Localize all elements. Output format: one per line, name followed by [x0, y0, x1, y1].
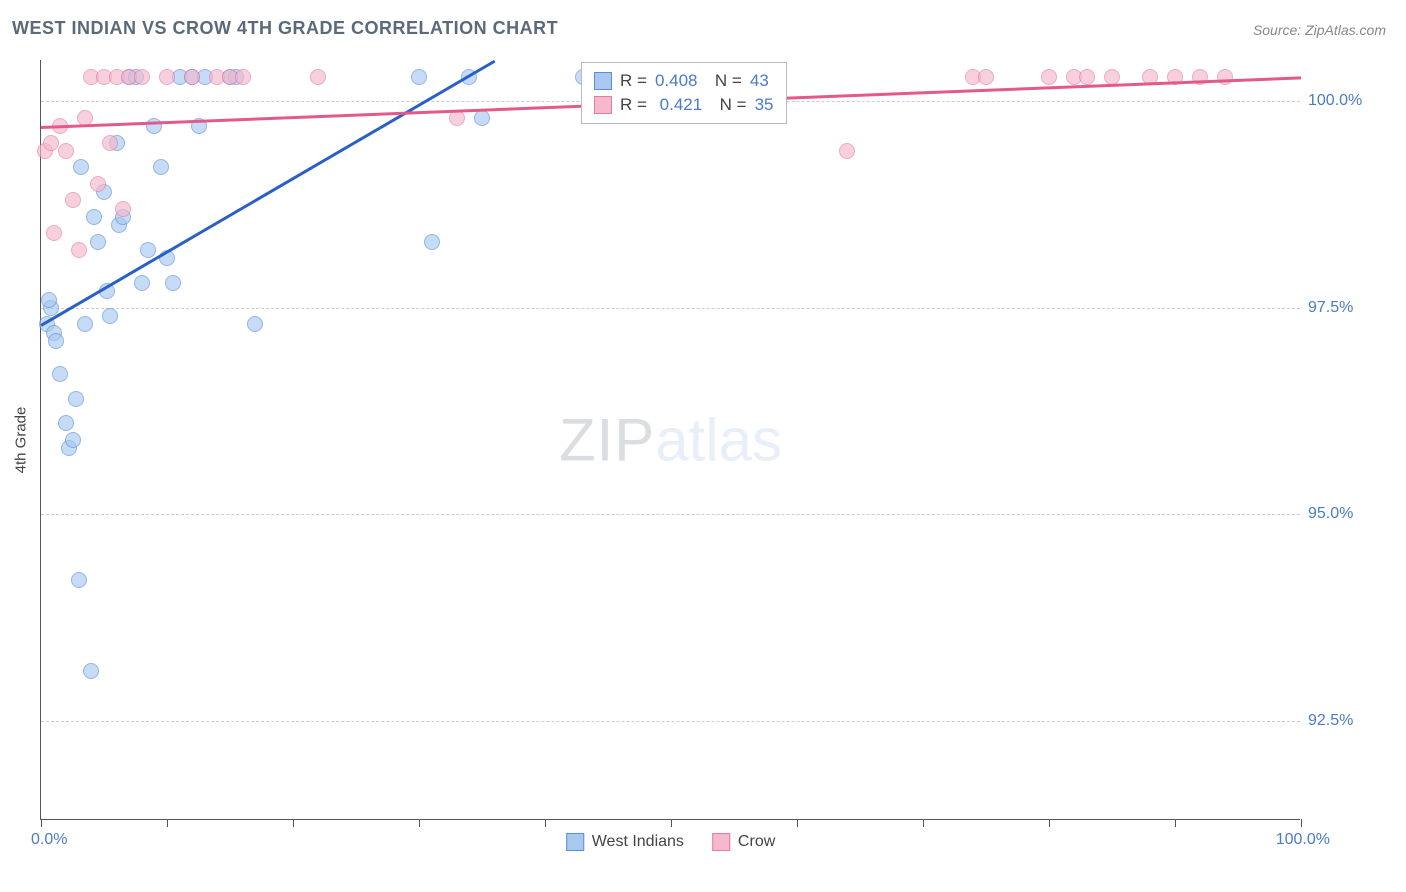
scatter-point [73, 159, 89, 175]
correlation-legend: R = 0.408 N = 43 R = 0.421 N = 35 [581, 62, 787, 124]
scatter-point [839, 143, 855, 159]
legend-row-west-indians: R = 0.408 N = 43 [594, 69, 774, 93]
x-tick [419, 819, 420, 827]
x-tick [671, 819, 672, 827]
n-value-0: 43 [750, 71, 769, 91]
n-label: N = [710, 95, 746, 115]
scatter-point [978, 69, 994, 85]
plot-area: 4th Grade ZIPatlas R = 0.408 N = 43 R = … [40, 60, 1300, 820]
grid-line [41, 721, 1300, 722]
scatter-point [65, 192, 81, 208]
scatter-point [52, 366, 68, 382]
x-tick [1049, 819, 1050, 827]
scatter-point [86, 209, 102, 225]
legend-item-crow: Crow [712, 833, 775, 851]
scatter-point [411, 69, 427, 85]
y-tick-label: 97.5% [1308, 299, 1398, 317]
scatter-point [68, 391, 84, 407]
scatter-point [310, 69, 326, 85]
n-value-1: 35 [755, 95, 774, 115]
y-axis-label: 4th Grade [13, 406, 30, 473]
swatch-icon [566, 833, 584, 851]
y-tick-label: 92.5% [1308, 712, 1398, 730]
swatch-west-indians [594, 72, 612, 90]
scatter-point [102, 135, 118, 151]
r-label: R = [620, 95, 647, 115]
scatter-point [153, 159, 169, 175]
scatter-point [102, 308, 118, 324]
scatter-point [46, 225, 62, 241]
scatter-point [71, 572, 87, 588]
grid-line [41, 308, 1300, 309]
legend-item-west-indians: West Indians [566, 833, 684, 851]
scatter-point [71, 242, 87, 258]
scatter-point [140, 242, 156, 258]
swatch-icon [712, 833, 730, 851]
scatter-point [90, 234, 106, 250]
x-tick [41, 819, 42, 827]
r-label: R = [620, 71, 647, 91]
scatter-point [58, 143, 74, 159]
grid-line [41, 514, 1300, 515]
scatter-point [184, 69, 200, 85]
scatter-point [235, 69, 251, 85]
scatter-point [1104, 69, 1120, 85]
scatter-point [134, 275, 150, 291]
scatter-point [165, 275, 181, 291]
x-tick [1175, 819, 1176, 827]
watermark-zip: ZIP [559, 406, 655, 473]
scatter-point [58, 415, 74, 431]
scatter-point [90, 176, 106, 192]
series-name-0: West Indians [592, 833, 684, 851]
x-tick [923, 819, 924, 827]
chart-title: WEST INDIAN VS CROW 4TH GRADE CORRELATIO… [12, 18, 558, 39]
legend-row-crow: R = 0.421 N = 35 [594, 93, 774, 117]
source-label: Source: ZipAtlas.com [1253, 22, 1386, 38]
x-axis-max-label: 100.0% [1276, 831, 1330, 849]
x-tick [293, 819, 294, 827]
scatter-point [474, 110, 490, 126]
series-name-1: Crow [738, 833, 775, 851]
scatter-point [77, 316, 93, 332]
scatter-point [41, 292, 57, 308]
x-tick [545, 819, 546, 827]
scatter-point [1041, 69, 1057, 85]
x-axis-min-label: 0.0% [31, 831, 67, 849]
scatter-point [134, 69, 150, 85]
scatter-point [83, 663, 99, 679]
watermark-atlas: atlas [655, 406, 782, 473]
scatter-point [1079, 69, 1095, 85]
scatter-point [43, 135, 59, 151]
y-tick-label: 95.0% [1308, 505, 1398, 523]
x-tick [1301, 819, 1302, 827]
x-tick [167, 819, 168, 827]
scatter-point [115, 201, 131, 217]
r-value-0: 0.408 [655, 71, 698, 91]
y-tick-label: 100.0% [1308, 92, 1398, 110]
scatter-point [48, 333, 64, 349]
r-value-1: 0.421 [655, 95, 702, 115]
scatter-point [424, 234, 440, 250]
scatter-point [247, 316, 263, 332]
scatter-point [65, 432, 81, 448]
x-tick [797, 819, 798, 827]
series-legend: West Indians Crow [566, 833, 776, 851]
watermark: ZIPatlas [559, 405, 782, 474]
scatter-point [159, 69, 175, 85]
n-label: N = [705, 71, 741, 91]
swatch-crow [594, 96, 612, 114]
